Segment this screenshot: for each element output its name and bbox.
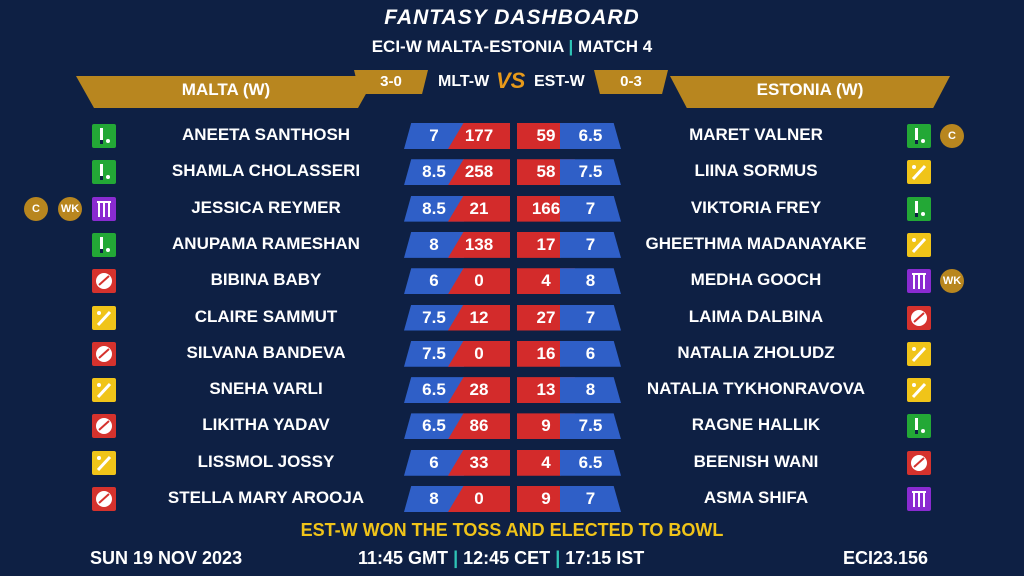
left-player-name: SHAMLA CHOLASSERI <box>171 161 361 181</box>
left-player-name: STELLA MARY AROOJA <box>167 488 365 507</box>
right-team-banner <box>670 76 950 108</box>
right-player-credit: 8 <box>560 377 621 404</box>
allrounder-icon <box>907 378 931 403</box>
right-player-credit: 6.5 <box>560 449 621 476</box>
time-cet: 12:45 CET <box>463 548 551 568</box>
role-badge-wk: WK <box>58 196 82 221</box>
allrounder-icon <box>907 341 931 366</box>
bowler-icon <box>92 414 116 439</box>
right-player-name: BEENISH WANI <box>693 451 819 471</box>
left-player-name: SNEHA VARLI <box>209 379 323 399</box>
right-player-name: NATALIA TYKHONRAVOVA <box>646 379 866 399</box>
allrounder-icon <box>92 305 116 330</box>
right-team-code: EST-W <box>534 73 585 90</box>
time-gmt: 11:45 GMT <box>358 548 449 568</box>
time-ist: 17:15 IST <box>565 548 645 568</box>
right-player-credit: 7.5 <box>560 413 621 440</box>
right-player-credit: 7 <box>560 195 621 222</box>
player-row: CLAIRE SAMMUT 7.5 12 27 7 LAIMA DALBINA <box>0 303 1024 333</box>
left-player-name: BIBINA BABY <box>210 270 322 290</box>
player-row: LISSMOL JOSSY 6 33 4 6.5 BEENISH WANI <box>0 448 1024 478</box>
bowler-icon <box>907 305 931 330</box>
right-player-name: ASMA SHIFA <box>703 488 809 507</box>
time-separator: | <box>555 548 561 568</box>
vs-logo: VS <box>496 68 526 93</box>
player-row: ANUPAMA RAMESHAN 8 138 17 7 GHEETHMA MADANAYA… <box>0 230 1024 260</box>
right-player-name: LAIMA DALBINA <box>688 306 824 326</box>
allrounder-icon <box>92 378 116 403</box>
match-code: ECI23.156 <box>843 548 929 568</box>
role-badge-c: C <box>24 196 48 221</box>
series-name: ECI-W MALTA-ESTONIA <box>371 37 564 56</box>
right-player-name: RAGNE HALLIK <box>691 415 821 435</box>
wicketkeeper-icon <box>907 487 931 511</box>
right-team-record: 0-3 <box>594 70 668 94</box>
player-row: ANEETA SANTHOSH 7 177 59 6.5 MARET VALNER C <box>0 121 1024 151</box>
batter-icon <box>92 160 116 185</box>
player-row: C WK JESSICA REYMER 8.5 21 166 7 VIKTORIA FREY <box>0 194 1024 224</box>
bowler-icon <box>92 341 116 366</box>
left-player-name: JESSICA REYMER <box>191 197 341 217</box>
allrounder-icon <box>907 232 931 257</box>
wicketkeeper-icon <box>92 196 116 221</box>
right-player-credit: 7 <box>560 304 621 331</box>
toss-result: EST-W WON THE TOSS AND ELECTED TO BOWL <box>300 520 724 540</box>
allrounder-icon <box>907 160 931 185</box>
right-player-credit: 7.5 <box>560 159 621 186</box>
left-player-name: ANEETA SANTHOSH <box>181 125 351 144</box>
left-player-name: LISSMOL JOSSY <box>197 451 335 471</box>
wicketkeeper-icon <box>907 269 931 294</box>
allrounder-icon <box>92 450 116 475</box>
bowler-icon <box>907 450 931 475</box>
player-row: STELLA MARY AROOJA 8 0 9 7 ASMA SHIFA <box>0 484 1024 514</box>
right-player-credit: 6 <box>560 340 621 367</box>
left-player-name: LIKITHA YADAV <box>202 415 330 435</box>
batter-icon <box>92 232 116 257</box>
right-player-credit: 7 <box>560 486 621 512</box>
player-row: BIBINA BABY 6 0 4 8 MEDHA GOOCH WK <box>0 266 1024 296</box>
right-team-name: ESTONIA (W) <box>756 80 864 99</box>
player-row: SNEHA VARLI 6.5 28 13 8 NATALIA TYKHONRAVOVA <box>0 375 1024 405</box>
right-player-credit: 8 <box>560 268 621 295</box>
time-separator: | <box>453 548 459 568</box>
left-player-name: SILVANA BANDEVA <box>186 342 346 362</box>
player-row: SHAMLA CHOLASSERI 8.5 258 58 7.5 LIINA SORMUS <box>0 157 1024 187</box>
player-row: SILVANA BANDEVA 7.5 0 16 6 NATALIA ZHOLUDZ <box>0 339 1024 369</box>
left-player-points: 86 <box>448 413 510 440</box>
right-player-name: MARET VALNER <box>689 125 823 144</box>
left-team-code: MLT-W <box>438 73 490 90</box>
left-player-points: 258 <box>448 159 510 186</box>
player-row: LIKITHA YADAV 6.5 86 9 7.5 RAGNE HALLIK <box>0 411 1024 441</box>
right-player-name: MEDHA GOOCH <box>690 270 822 290</box>
right-player-name: LIINA SORMUS <box>694 161 818 181</box>
batter-icon <box>907 124 931 148</box>
batter-icon <box>92 124 116 148</box>
left-player-points: 12 <box>448 304 510 331</box>
match-subtitle: ECI-W MALTA-ESTONIA | MATCH 4 <box>0 37 1024 57</box>
match-times: 11:45 GMT | 12:45 CET | 17:15 IST <box>358 548 644 569</box>
batter-icon <box>907 414 931 439</box>
bowler-icon <box>92 487 116 511</box>
left-player-name: CLAIRE SAMMUT <box>194 306 338 326</box>
role-badge-c: C <box>940 124 964 148</box>
role-badge-wk: WK <box>940 269 964 294</box>
batter-icon <box>907 196 931 221</box>
bowler-icon <box>92 269 116 294</box>
dashboard-title: FANTASY DASHBOARD <box>384 6 640 29</box>
right-player-name: VIKTORIA FREY <box>690 197 822 217</box>
match-date: SUN 19 NOV 2023 <box>90 548 243 568</box>
right-player-name: NATALIA ZHOLUDZ <box>677 342 835 362</box>
right-player-credit: 7 <box>560 231 621 258</box>
left-player-name: ANUPAMA RAMESHAN <box>172 233 360 253</box>
match-number: MATCH 4 <box>577 37 653 56</box>
left-team-name: MALTA (W) <box>181 80 271 99</box>
right-player-credit: 6.5 <box>560 123 621 149</box>
right-player-name: GHEETHMA MADANAYAKE <box>645 233 867 253</box>
subtitle-separator: | <box>568 37 574 56</box>
left-team-record: 3-0 <box>354 70 428 94</box>
left-team-banner <box>76 76 376 108</box>
